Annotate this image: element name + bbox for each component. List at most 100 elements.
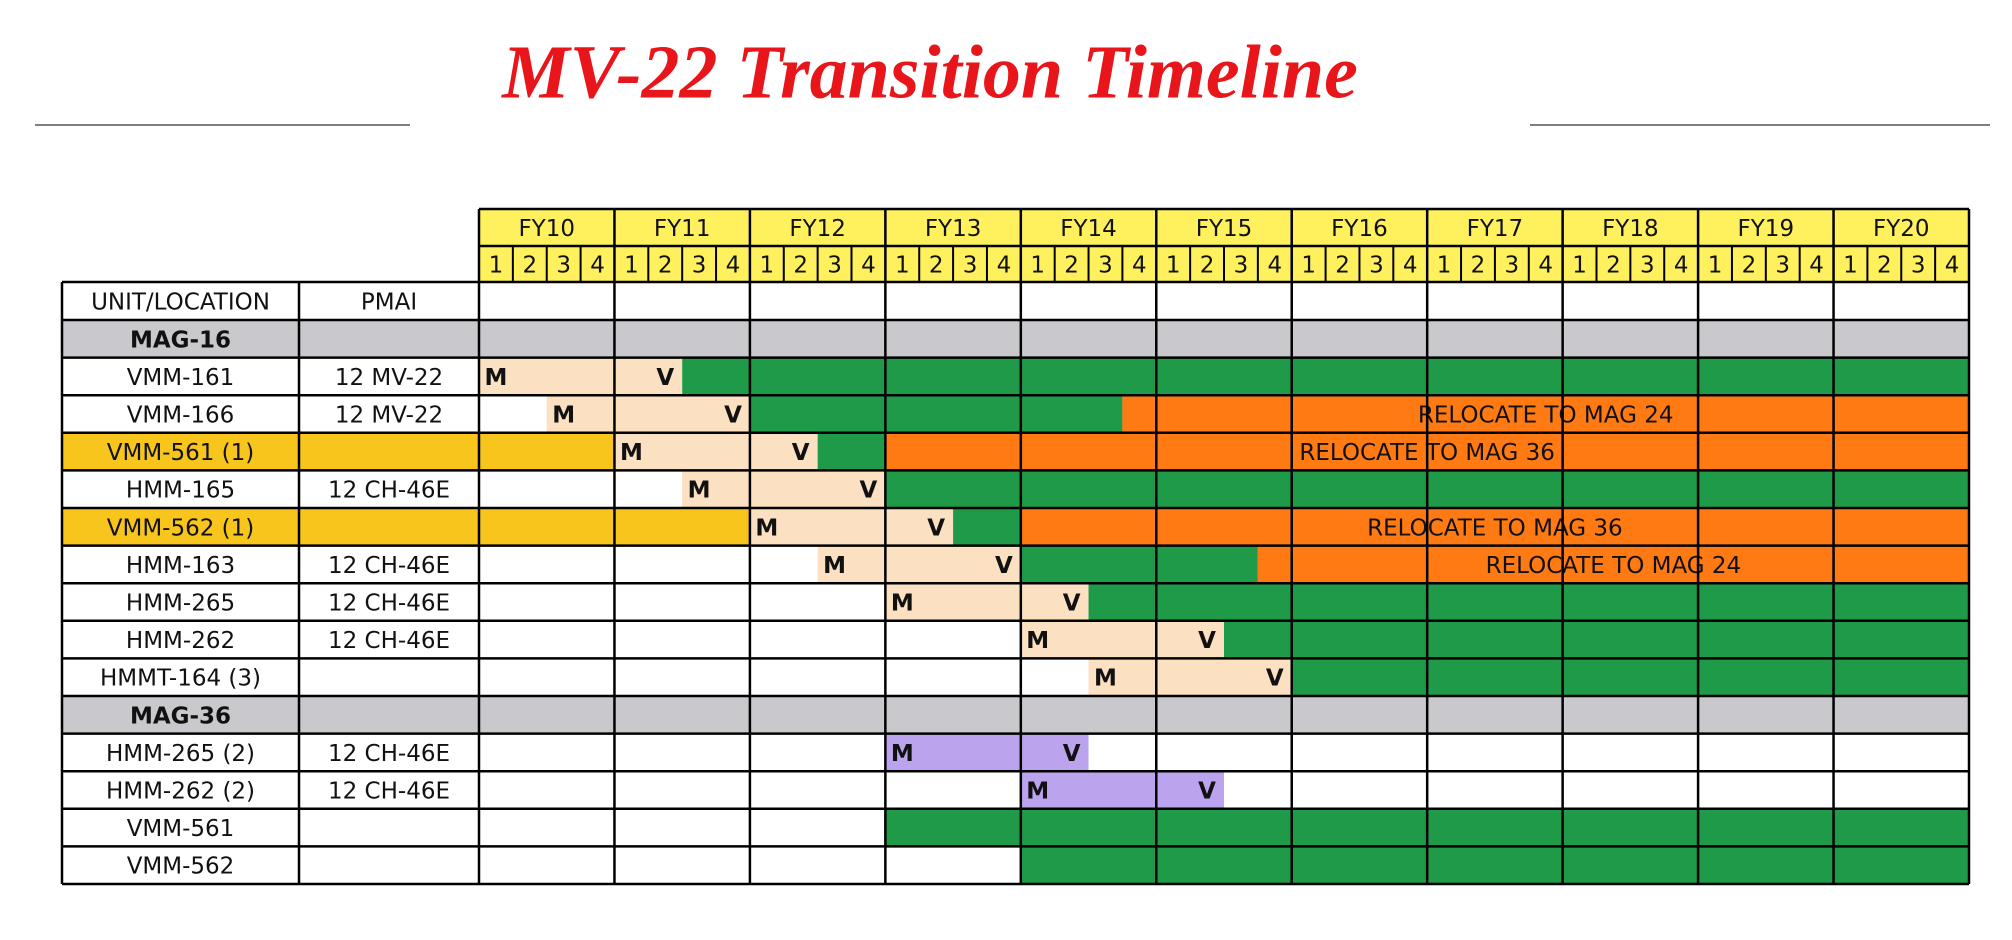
- quarter-label: 2: [1877, 253, 1892, 279]
- unit-header: UNIT/LOCATION: [91, 290, 270, 316]
- fy-label: FY19: [1738, 216, 1795, 242]
- milestone-label: V: [1198, 628, 1216, 654]
- segment-label: RELOCATE TO MAG 36: [1367, 515, 1623, 541]
- quarter-label: 1: [1572, 253, 1587, 279]
- fy-label: FY20: [1873, 216, 1930, 242]
- timeline-segment: [682, 470, 886, 508]
- quarter-label: 2: [658, 253, 673, 279]
- quarter-label: 2: [1335, 253, 1350, 279]
- unit-label: HMM-265: [126, 591, 235, 617]
- timeline-segment: [1020, 771, 1224, 809]
- quarter-label: 4: [861, 253, 876, 279]
- quarter-label: 1: [1708, 253, 1723, 279]
- unit-label: HMM-163: [126, 553, 235, 579]
- quarter-label: 1: [760, 253, 775, 279]
- milestone-label: M: [891, 591, 914, 617]
- unit-label: HMM-165: [126, 478, 235, 504]
- unit-label: HMMT-164 (3): [100, 666, 261, 692]
- unit-label: HMM-262 (2): [106, 779, 255, 805]
- fy-label: FY10: [518, 216, 575, 242]
- milestone-label: V: [1063, 741, 1081, 767]
- quarter-label: 3: [1234, 253, 1249, 279]
- timeline-segment: [1020, 620, 1224, 659]
- pmai-label: 12 CH-46E: [328, 591, 450, 617]
- quarter-label: 4: [1945, 253, 1960, 279]
- quarter-label: 4: [1267, 253, 1282, 279]
- quarter-label: 1: [1437, 253, 1452, 279]
- timeline-segment: [885, 733, 1089, 772]
- fy-label: FY12: [789, 216, 846, 242]
- quarter-label: 2: [1742, 253, 1757, 279]
- milestone-label: V: [724, 403, 742, 429]
- timeline-segment: [1122, 395, 1969, 433]
- milestone-label: M: [484, 365, 507, 391]
- milestone-label: M: [1026, 628, 1049, 654]
- quarter-label: 2: [1064, 253, 1079, 279]
- milestone-label: V: [656, 365, 674, 391]
- quarter-label: 1: [624, 253, 639, 279]
- quarter-label: 2: [929, 253, 944, 279]
- title: MV-22 Transition Timeline: [501, 30, 1358, 114]
- fy-label: FY11: [654, 216, 711, 242]
- quarter-label: 3: [827, 253, 842, 279]
- timeline-segment: [546, 395, 750, 433]
- group-row-bg: [62, 320, 1969, 358]
- timeline-segment: [1088, 658, 1292, 696]
- quarter-label: 3: [1640, 253, 1655, 279]
- quarter-label: 2: [793, 253, 808, 279]
- fy-label: FY18: [1602, 216, 1659, 242]
- timeline-segment: [953, 508, 1021, 546]
- timeline-segment: [749, 395, 1123, 433]
- unit-label: HMM-265 (2): [106, 741, 255, 767]
- timeline-segment: [1257, 545, 1969, 584]
- timeline-segment: [817, 432, 886, 471]
- quarter-label: 1: [1843, 253, 1858, 279]
- quarter-label: 4: [1132, 253, 1147, 279]
- quarter-label: 2: [1471, 253, 1486, 279]
- pmai-header: PMAI: [361, 290, 417, 316]
- quarter-label: 4: [590, 253, 605, 279]
- timeline-segment: [479, 357, 683, 396]
- quarter-label: 1: [895, 253, 910, 279]
- milestone-label: V: [1063, 591, 1081, 617]
- unit-label: HMM-262: [126, 628, 235, 654]
- timeline-segment: [749, 508, 954, 546]
- milestone-label: V: [1266, 666, 1284, 692]
- fy-label: FY17: [1467, 216, 1524, 242]
- quarter-label: 1: [489, 253, 504, 279]
- quarter-label: 3: [692, 253, 707, 279]
- pmai-label: 12 MV-22: [335, 365, 443, 391]
- fy-label: FY15: [1196, 216, 1253, 242]
- timeline-segment: [1020, 508, 1969, 546]
- segment-label: RELOCATE TO MAG 24: [1486, 553, 1742, 579]
- milestone-label: V: [792, 440, 810, 466]
- quarter-label: 4: [1403, 253, 1418, 279]
- timeline-segment: [1020, 545, 1258, 584]
- quarter-label: 3: [963, 253, 978, 279]
- timeline-segment: [817, 545, 1021, 584]
- milestone-label: M: [823, 553, 846, 579]
- fy-label: FY13: [925, 216, 982, 242]
- milestone-label: V: [995, 553, 1013, 579]
- quarter-label: 2: [1606, 253, 1621, 279]
- milestone-label: M: [688, 478, 711, 504]
- group-label: MAG-16: [130, 327, 231, 353]
- quarter-label: 1: [1030, 253, 1045, 279]
- milestone-label: M: [891, 741, 914, 767]
- unit-label: VMM-161: [127, 365, 235, 391]
- unit-label: VMM-561: [127, 816, 235, 842]
- milestone-label: V: [860, 478, 878, 504]
- quarter-label: 3: [1505, 253, 1520, 279]
- group-row-bg: [62, 696, 1969, 734]
- pmai-label: 12 CH-46E: [328, 478, 450, 504]
- milestone-label: M: [755, 515, 778, 541]
- pmai-label: 12 CH-46E: [328, 741, 450, 767]
- timeline-segment: [1020, 846, 1969, 884]
- timeline-segment: [614, 432, 818, 471]
- quarter-label: 3: [1369, 253, 1384, 279]
- quarter-label: 3: [1775, 253, 1790, 279]
- quarter-label: 4: [997, 253, 1012, 279]
- quarter-label: 4: [1674, 253, 1689, 279]
- timeline-segment: [1088, 583, 1969, 621]
- highlight-bg: [62, 432, 479, 471]
